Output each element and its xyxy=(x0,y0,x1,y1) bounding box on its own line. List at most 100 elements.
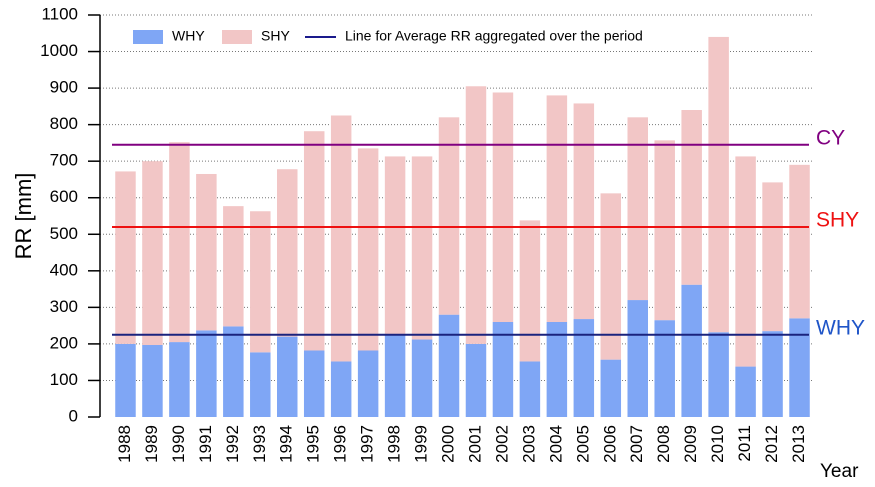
bar-segment xyxy=(303,350,325,417)
x-tick-label: 2007 xyxy=(627,425,646,463)
bar-segment xyxy=(384,334,406,417)
legend-label: SHY xyxy=(261,28,290,44)
x-tick-label: 1999 xyxy=(412,425,431,463)
bar-segment xyxy=(708,332,729,417)
bar-segment xyxy=(654,140,675,321)
bar-segment xyxy=(654,320,675,417)
bar-segment xyxy=(492,321,514,417)
legend-swatch xyxy=(133,30,163,44)
y-tick-label: 300 xyxy=(50,297,78,316)
legend-label: Line for Average RR aggregated over the … xyxy=(345,28,643,44)
bar-segment xyxy=(357,350,379,417)
bar-segment xyxy=(627,300,648,417)
x-tick-label: 1994 xyxy=(277,425,296,463)
bar-segment xyxy=(573,319,595,417)
bar-segment xyxy=(681,284,702,417)
bar-segment xyxy=(384,156,406,335)
bar-segment xyxy=(330,361,352,417)
x-tick-label: 1997 xyxy=(358,425,377,463)
x-tick-label: 1996 xyxy=(331,425,350,463)
bar-segment xyxy=(330,115,352,362)
bar-segment xyxy=(196,173,217,331)
y-tick-label: 1100 xyxy=(41,4,78,23)
x-tick-label: 2013 xyxy=(789,425,808,463)
x-tick-label: 1991 xyxy=(196,425,215,463)
y-tick-label: 500 xyxy=(50,224,78,243)
bar-segment xyxy=(169,142,190,343)
bar-segment xyxy=(250,352,271,417)
x-tick-label: 2000 xyxy=(439,425,458,463)
x-tick-label: 1998 xyxy=(385,425,404,463)
bar-segment xyxy=(438,117,460,315)
legend-swatch xyxy=(222,30,252,44)
x-tick-label: 1989 xyxy=(142,425,161,463)
x-tick-label: 2001 xyxy=(465,425,484,463)
x-tick-label: 1992 xyxy=(223,425,242,463)
bar-segment xyxy=(411,339,433,417)
bar-segment xyxy=(303,131,325,351)
bar-segment xyxy=(357,148,379,351)
x-tick-label: 2006 xyxy=(600,425,619,463)
bar-segment xyxy=(277,169,298,337)
y-tick-label: 900 xyxy=(50,78,78,97)
bar-segment xyxy=(627,117,648,301)
x-tick-label: 1995 xyxy=(304,425,323,463)
x-tick-label: 2011 xyxy=(735,425,754,462)
y-tick-label: 400 xyxy=(50,260,78,279)
bar-segment xyxy=(762,182,783,332)
bar-segment xyxy=(735,156,756,367)
bar-segment xyxy=(411,156,433,340)
y-tick-label: 200 xyxy=(50,333,78,352)
average-label: CY xyxy=(816,126,845,149)
y-tick-label: 600 xyxy=(50,187,78,206)
x-tick-label: 2009 xyxy=(681,425,700,463)
x-tick-label: 1988 xyxy=(115,425,134,463)
bar-segment xyxy=(762,331,783,417)
bar-segment xyxy=(708,36,729,333)
x-tick-label: 2002 xyxy=(492,425,511,463)
y-axis-label: RR [mm] xyxy=(11,173,36,260)
bar-segment xyxy=(789,164,810,319)
bar-segment xyxy=(169,342,190,417)
y-tick-label: 100 xyxy=(50,370,78,389)
bar-segment xyxy=(465,343,487,417)
x-tick-label: 2004 xyxy=(546,425,565,463)
x-tick-label: 2003 xyxy=(519,425,538,463)
bar-segment xyxy=(142,161,163,346)
bar-segment xyxy=(142,345,163,417)
bar-segment xyxy=(250,211,271,353)
x-tick-label: 1993 xyxy=(250,425,269,463)
bar-segment xyxy=(277,336,298,417)
bar-segment xyxy=(789,318,810,417)
bar-segment xyxy=(600,359,622,417)
bar-segment xyxy=(223,206,244,327)
x-tick-label: 2010 xyxy=(708,425,727,463)
bar-segment xyxy=(735,366,756,417)
bar-segment xyxy=(546,95,568,322)
bar-segment xyxy=(546,321,568,417)
bar-segment xyxy=(115,343,136,417)
bar-segment xyxy=(438,314,460,417)
bar-segment xyxy=(196,330,217,417)
x-tick-label: 2008 xyxy=(654,425,673,463)
x-tick-label: 1990 xyxy=(169,425,188,463)
bar-segment xyxy=(223,326,244,417)
x-tick-label: 2005 xyxy=(573,425,592,463)
bar-segment xyxy=(115,171,136,344)
bar-segment xyxy=(573,103,595,320)
bar-segment xyxy=(681,110,702,285)
average-label: SHY xyxy=(816,209,859,232)
y-tick-label: 700 xyxy=(50,151,78,170)
y-tick-label: 1000 xyxy=(40,41,78,60)
y-tick-label: 0 xyxy=(69,406,78,425)
x-tick-label: 2012 xyxy=(762,425,781,463)
x-axis-label: Year xyxy=(820,461,859,482)
bar-segment xyxy=(492,92,514,322)
bar-segment xyxy=(465,86,487,344)
bar-segment xyxy=(519,361,541,417)
bar-segment xyxy=(519,220,541,362)
bar-segment xyxy=(600,193,622,360)
y-tick-label: 800 xyxy=(50,114,78,133)
legend-label: WHY xyxy=(172,28,205,44)
